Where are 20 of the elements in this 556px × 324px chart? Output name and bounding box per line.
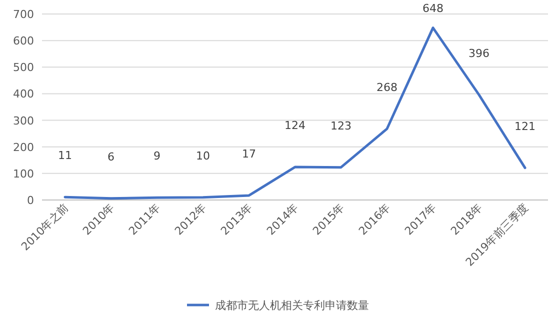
y-tick-label: 400	[13, 88, 34, 101]
y-tick-label: 500	[13, 61, 34, 74]
y-tick-label: 600	[13, 34, 34, 48]
y-tick-label: 300	[13, 114, 34, 128]
data-label: 268	[376, 80, 398, 94]
y-tick-label: 700	[13, 8, 34, 21]
data-label: 396	[468, 46, 490, 60]
y-tick-label: 100	[13, 167, 34, 180]
data-label: 10	[196, 149, 210, 162]
data-label: 121	[514, 120, 536, 133]
data-label: 11	[58, 149, 72, 162]
data-label: 123	[330, 119, 352, 132]
y-tick-label: 0	[27, 194, 34, 207]
y-tick-label: 200	[13, 140, 34, 154]
data-label: 17	[242, 147, 256, 160]
data-label: 9	[154, 150, 160, 163]
legend-label: 成都市无人机相关专利申请数量	[215, 299, 369, 312]
data-label: 648	[422, 2, 444, 15]
data-label: 124	[284, 119, 306, 132]
data-label: 6	[108, 150, 114, 164]
